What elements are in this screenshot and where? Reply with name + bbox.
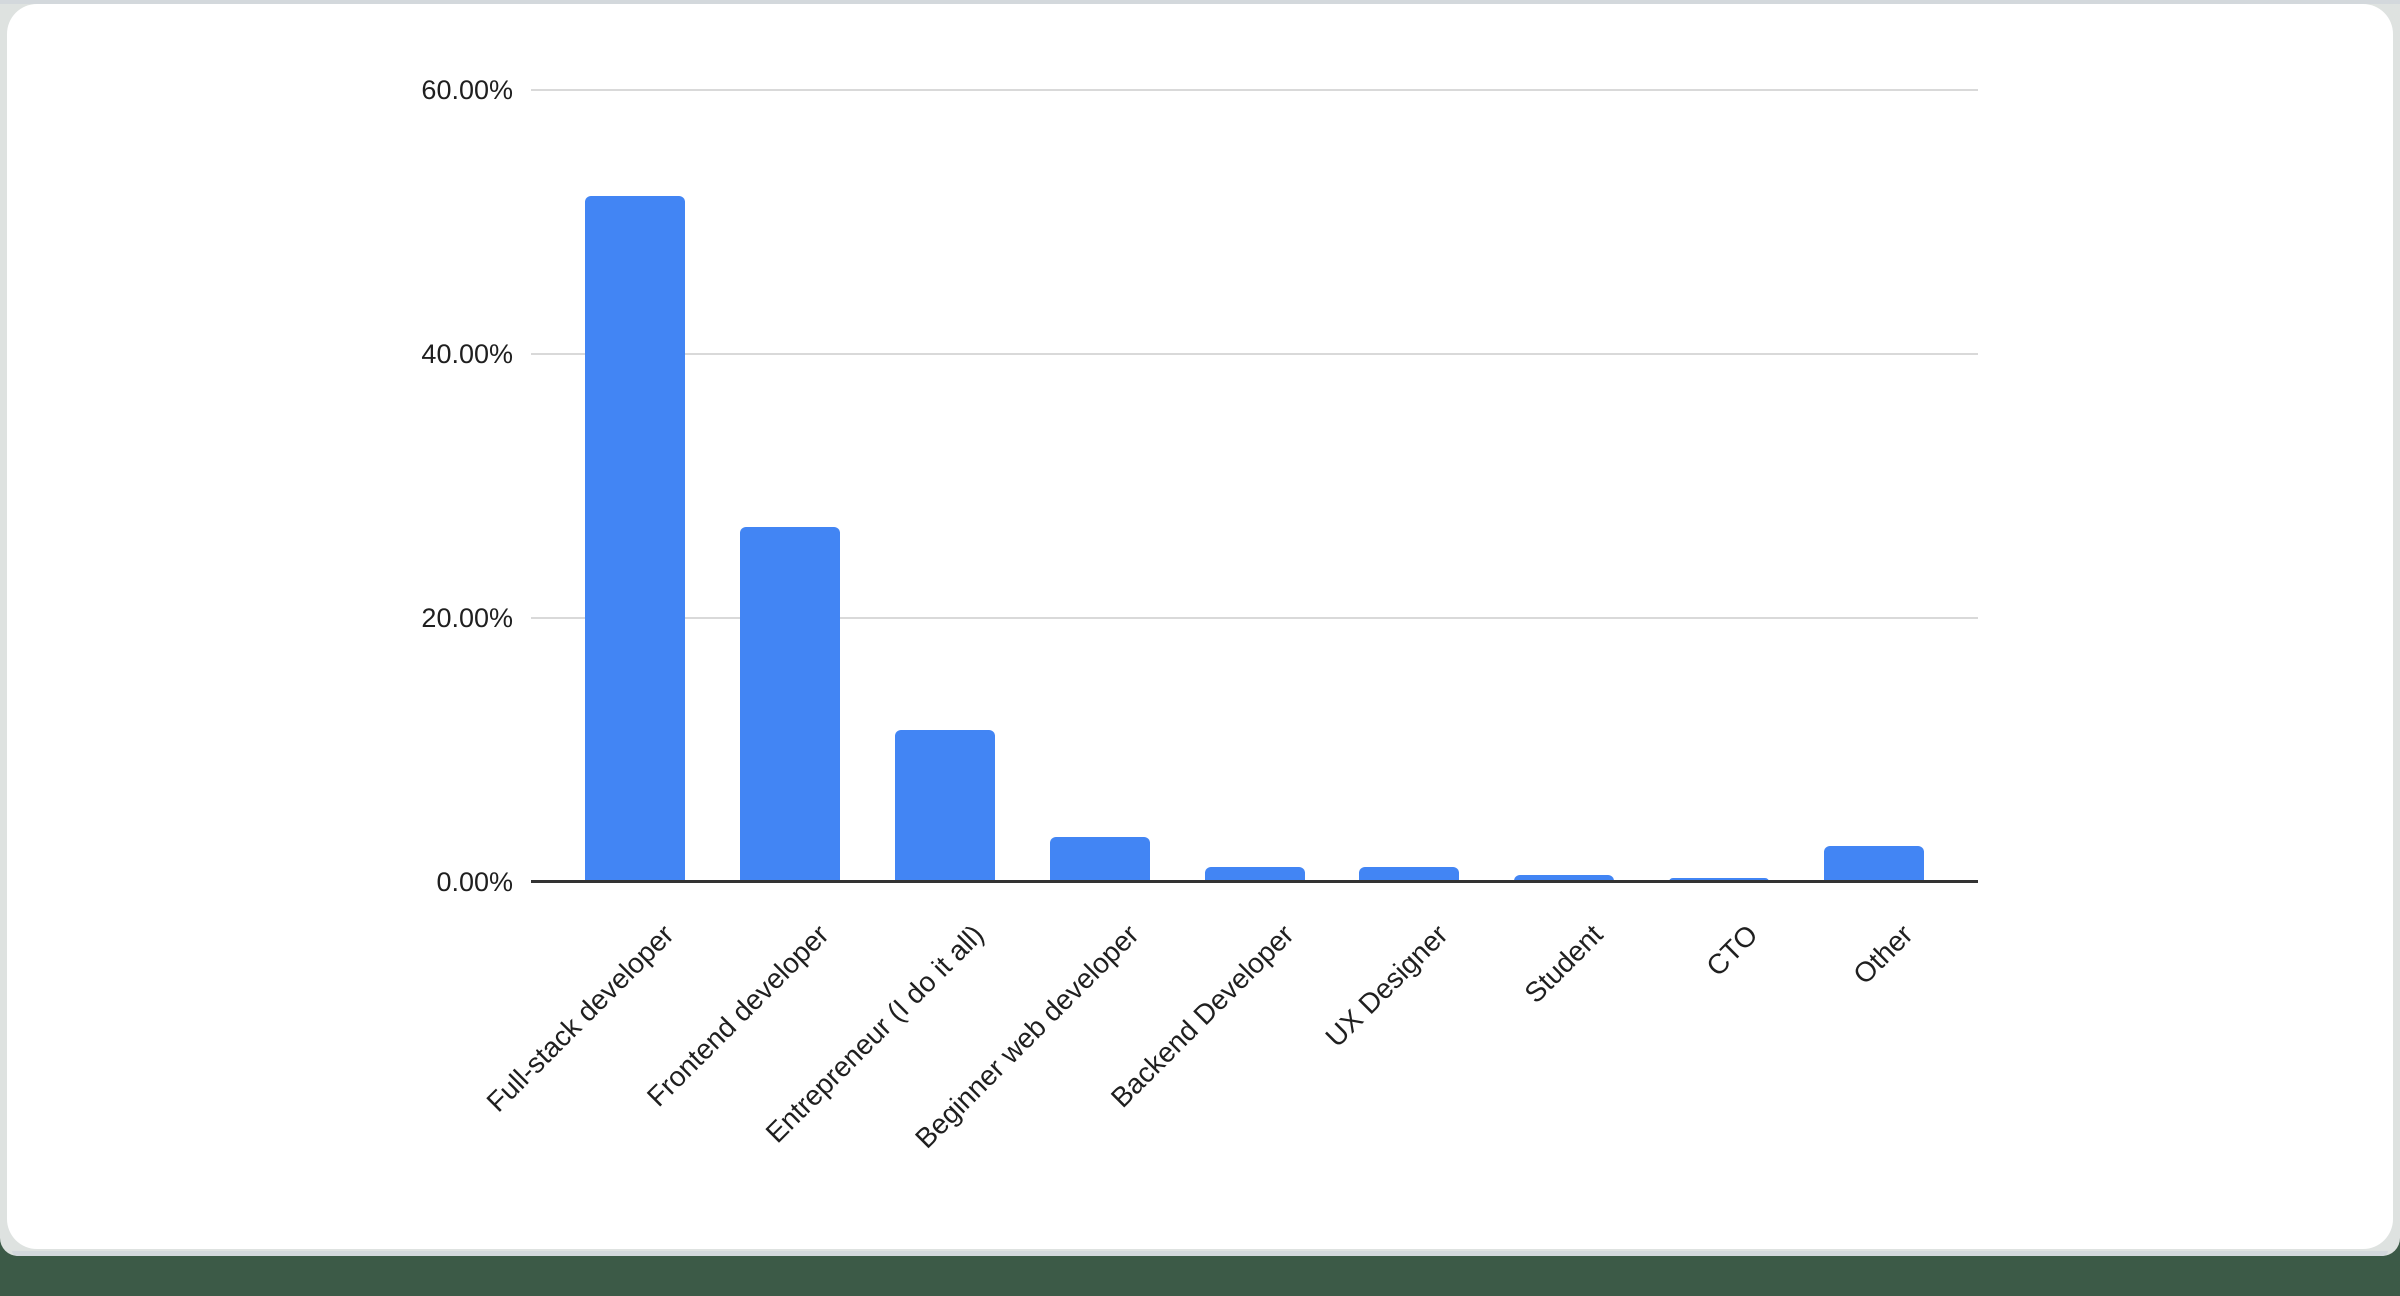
bottom-edge-strip <box>12 1251 2388 1256</box>
plot-area: 60.00% 40.00% 20.00% 0.00% Full-stack develo… <box>421 75 1978 1154</box>
bar-ux-designer <box>1359 867 1460 882</box>
screenshot-stage: 60.00% 40.00% 20.00% 0.00% Full-stack develo… <box>0 0 2400 1256</box>
bar-entrepreneur-i-do-it-all <box>894 730 995 882</box>
gridline-20 <box>531 617 1978 619</box>
y-axis-label-60: 60.00% <box>421 75 513 105</box>
bar-student <box>1514 875 1615 882</box>
top-edge-strip <box>0 0 2400 4</box>
chart-card <box>7 4 2393 1249</box>
bar-full-stack-developer <box>585 195 685 882</box>
y-axis-label-20: 20.00% <box>421 603 513 633</box>
bar-frontend-developer <box>739 526 840 882</box>
bar-backend-developer <box>1204 867 1305 882</box>
x-axis-line <box>531 880 1978 883</box>
y-axis-label-0: 0.00% <box>436 867 513 897</box>
bar-beginner-web-developer <box>1049 837 1150 882</box>
gridline-60 <box>531 89 1978 91</box>
gridline-40 <box>531 353 1978 355</box>
y-axis-label-40: 40.00% <box>421 339 513 369</box>
bar-other <box>1824 846 1924 882</box>
